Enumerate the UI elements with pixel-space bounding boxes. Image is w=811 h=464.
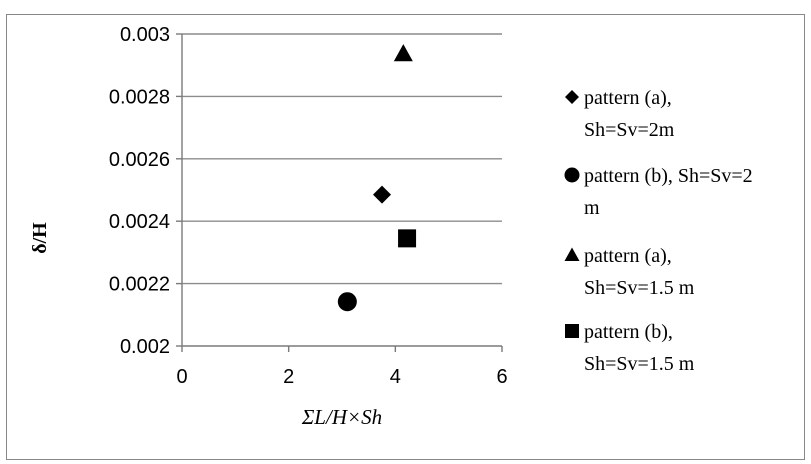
data-point-triangle [393, 44, 413, 62]
axes [176, 33, 503, 352]
y-tick-labels: 0.002 0.0022 0.0024 0.0026 0.0028 0.003 [109, 24, 170, 358]
gridlines [182, 33, 502, 285]
legend-label: m [584, 197, 600, 219]
y-tick-label: 0.0022 [109, 274, 170, 296]
x-tick-labels: 0 2 4 6 [176, 366, 507, 388]
data-point-circle [337, 292, 357, 312]
y-tick-label: 0.002 [120, 336, 170, 358]
x-tick-label: 2 [283, 366, 294, 388]
legend: pattern (a), Sh=Sv=2m pattern (b), Sh=Sv=2… [564, 87, 753, 375]
y-tick-label: 0.0024 [109, 211, 170, 233]
legend-label: pattern (a), [584, 245, 672, 267]
x-tick-label: 4 [390, 366, 401, 388]
legend-label: pattern (b), Sh=Sv=2 [584, 165, 753, 187]
legend-marker-square [565, 324, 579, 338]
x-tick-label: 6 [496, 366, 507, 388]
x-axis-label: ΣL/H×Sh [301, 405, 382, 429]
legend-label: Sh=Sv=2m [584, 119, 675, 141]
data-points [337, 44, 417, 312]
x-tick-label: 0 [176, 366, 187, 388]
legend-marker-diamond [565, 90, 579, 104]
legend-label: Sh=Sv=1.5 m [584, 353, 695, 375]
y-tick-label: 0.0028 [109, 86, 170, 108]
legend-marker-triangle [564, 247, 580, 261]
legend-label: pattern (b), [584, 321, 673, 343]
legend-label: pattern (a), [584, 87, 672, 109]
y-axis-label: δ/H [29, 222, 51, 254]
y-tick-label: 0.0026 [109, 149, 170, 171]
data-point-square [398, 229, 417, 248]
legend-marker-circle [564, 167, 580, 183]
y-tick-label: 0.003 [120, 24, 170, 46]
legend-label: Sh=Sv=1.5 m [584, 277, 695, 299]
data-point-diamond [373, 185, 391, 204]
